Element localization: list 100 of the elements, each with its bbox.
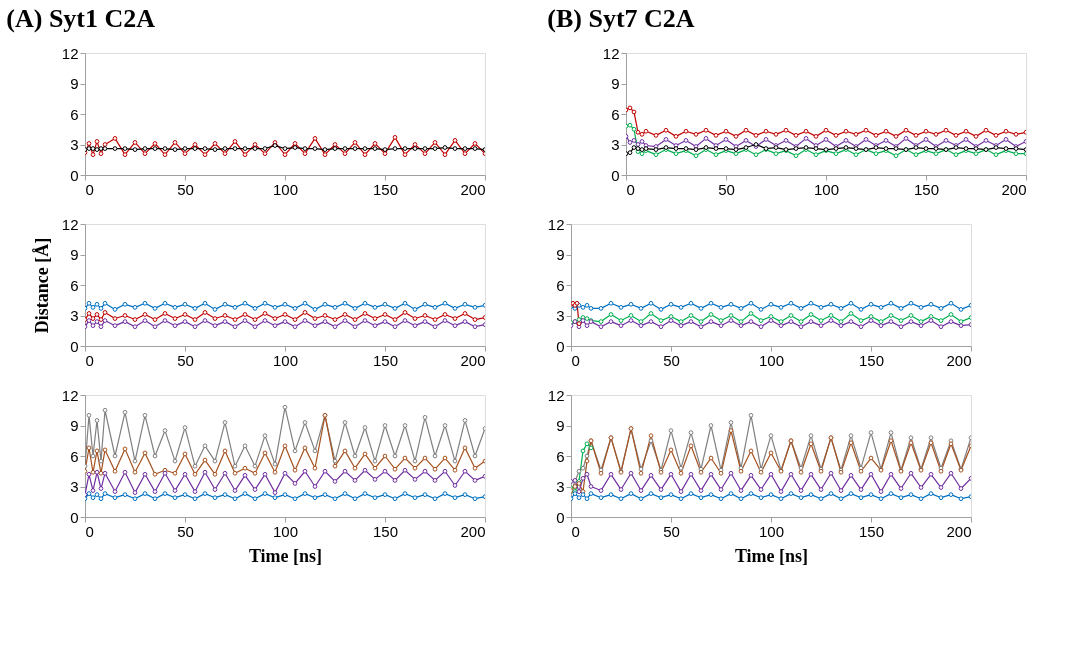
point (94, 448, 100, 454)
point (332, 324, 338, 330)
x-tick-label: 150 (858, 522, 885, 540)
point (813, 152, 819, 158)
point (668, 318, 674, 323)
point (362, 425, 368, 430)
point (112, 468, 118, 474)
point (943, 138, 949, 143)
point (858, 318, 864, 323)
point (938, 324, 944, 330)
point (102, 300, 108, 306)
point (878, 305, 884, 310)
point (678, 470, 684, 476)
point (302, 310, 308, 315)
point (202, 443, 208, 449)
point (162, 318, 168, 323)
point (748, 448, 754, 454)
point (252, 317, 258, 322)
point (222, 420, 228, 425)
point (788, 300, 794, 306)
point (152, 306, 158, 311)
point (242, 443, 248, 449)
point (86, 141, 92, 146)
point (928, 301, 934, 307)
point (122, 469, 128, 475)
point (112, 495, 118, 501)
point (252, 306, 258, 311)
point (462, 151, 468, 157)
point (102, 491, 108, 496)
point (422, 313, 428, 318)
point (282, 470, 288, 476)
point (858, 495, 864, 501)
point (580, 305, 586, 310)
point (698, 319, 704, 324)
point (282, 443, 288, 449)
point (598, 306, 604, 311)
point (868, 318, 874, 323)
x-tick-label: 0 (85, 180, 94, 198)
point (442, 423, 448, 428)
point (858, 324, 864, 330)
point (648, 491, 654, 496)
point (382, 423, 388, 428)
point (242, 465, 248, 471)
point (192, 463, 198, 469)
point (94, 139, 100, 144)
point (718, 487, 724, 492)
y-tick-label: 6 (556, 447, 565, 465)
point (808, 319, 814, 324)
point (908, 440, 914, 446)
point (232, 463, 238, 469)
point (86, 311, 92, 316)
point (122, 319, 128, 324)
point (627, 122, 633, 128)
point (152, 471, 158, 477)
point (768, 492, 774, 497)
point (242, 146, 248, 151)
point (282, 146, 288, 151)
x-tick-label: 50 (718, 180, 735, 198)
point (893, 134, 899, 139)
point (132, 140, 138, 145)
point (382, 453, 388, 459)
point (627, 140, 633, 145)
x-tick-label: 150 (372, 351, 399, 369)
point (913, 132, 919, 138)
point (452, 483, 458, 488)
point (853, 131, 859, 137)
point (86, 412, 92, 418)
point (663, 137, 669, 142)
point (576, 468, 582, 474)
point (748, 491, 754, 496)
point (808, 471, 814, 477)
point (688, 300, 694, 306)
point (302, 420, 308, 425)
y-tick-label: 6 (556, 276, 565, 294)
point (132, 496, 138, 502)
point (648, 438, 654, 444)
point (352, 478, 358, 483)
point (678, 319, 684, 324)
point (202, 469, 208, 475)
point (252, 487, 258, 492)
point (848, 300, 854, 306)
x-tick-label: 0 (85, 522, 94, 540)
point (708, 319, 714, 324)
point (392, 496, 398, 502)
point (422, 492, 428, 497)
y-tick-label: 12 (547, 386, 565, 404)
point (98, 458, 104, 464)
point (638, 496, 644, 502)
point (798, 469, 804, 475)
x-tick-label: 100 (272, 180, 299, 198)
point (412, 142, 418, 147)
point (673, 151, 679, 157)
y-tick-label: 3 (556, 307, 565, 324)
point (272, 316, 278, 321)
point (758, 487, 764, 492)
point (472, 324, 478, 330)
point (432, 140, 438, 145)
point (472, 305, 478, 310)
point (658, 324, 664, 330)
point (272, 490, 278, 495)
